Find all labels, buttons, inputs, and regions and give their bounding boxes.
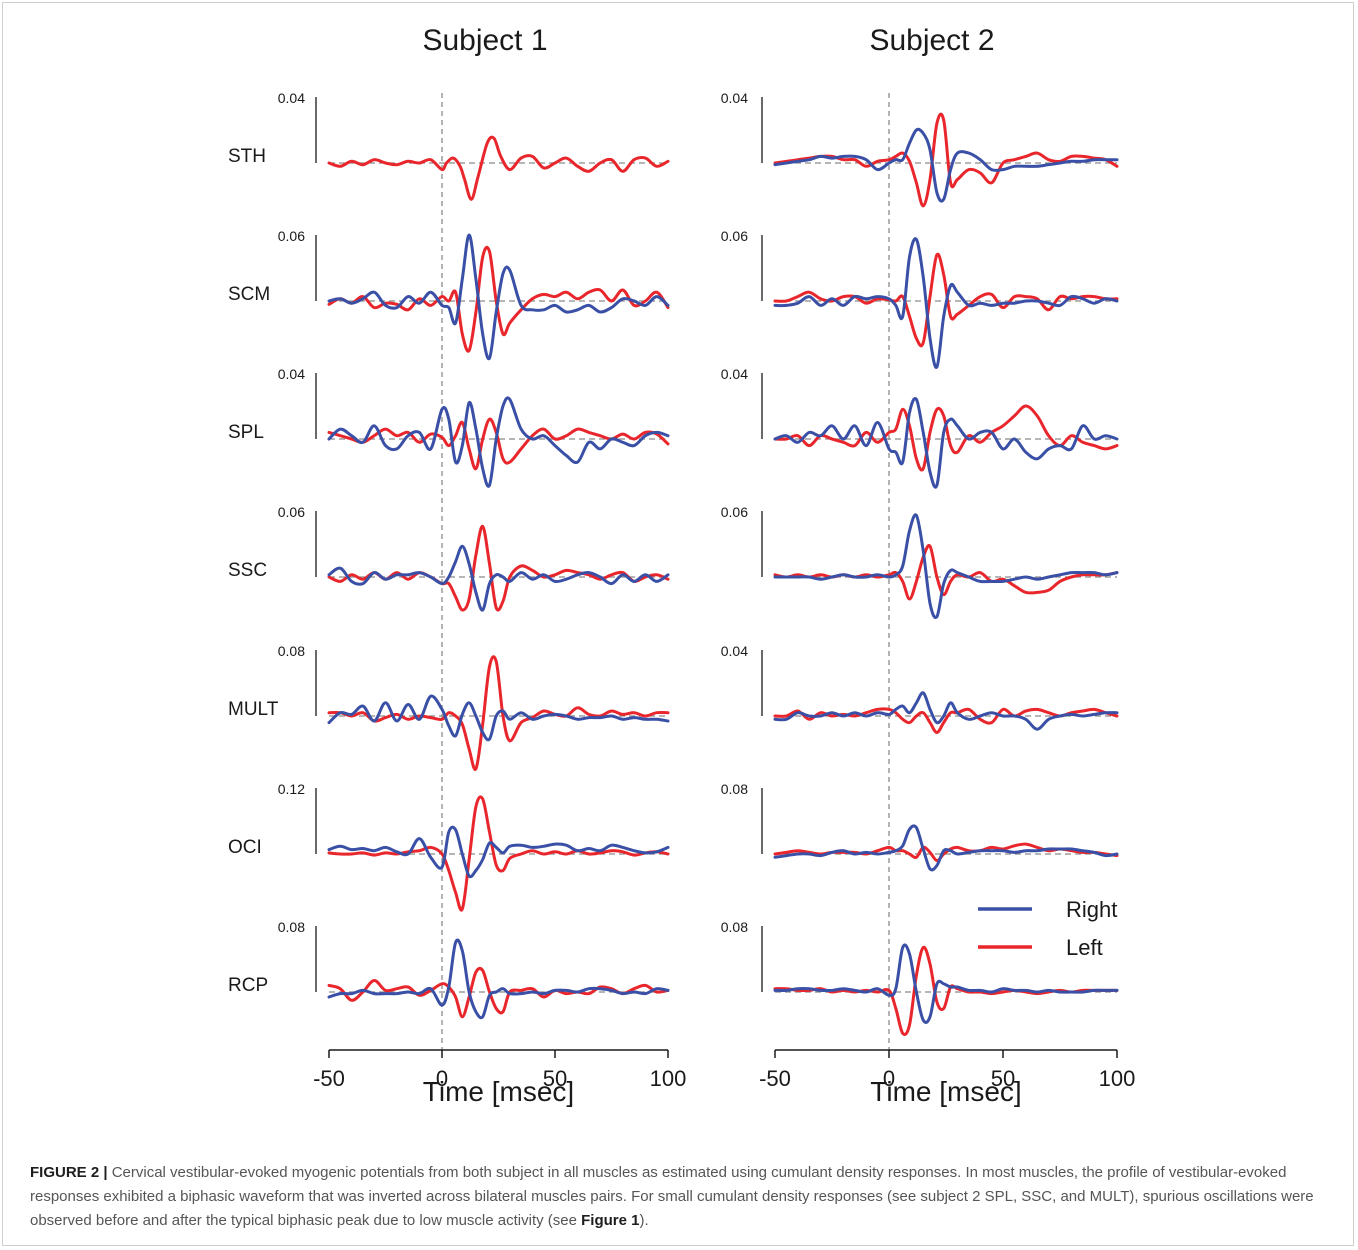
x-axis-label: Time [msec] [870,1076,1021,1107]
trace-row-spl: 0.04 SPL [228,366,670,488]
muscle-label: SPL [228,422,264,443]
series-line-right [327,396,670,488]
panel-subject-2: Subject 2 0.04 0.06 0.04 0.06 0.04 0.08 0.08 -50… [721,24,1136,1107]
scale-value-label: 0.12 [278,781,305,797]
scale-value-label: 0.04 [721,643,748,659]
scale-value-label: 0.08 [721,781,748,797]
scale-value-label: 0.04 [721,90,748,106]
trace-row-ssc: 0.06 SSC [228,504,670,612]
muscle-label: STH [228,146,266,167]
scale-value-label: 0.08 [278,919,305,935]
series-line-left [773,404,1119,472]
series-line-left [327,417,670,471]
trace-row-sth: 0.04 STH [228,90,670,201]
series-line-right [327,938,670,1020]
trace-row-rcp: 0.08 RCP [228,919,670,1020]
legend-label-left: Left [1066,935,1103,960]
series-line-left [773,842,1119,863]
series-line-right [773,397,1119,489]
panel-title: Subject 1 [422,24,547,57]
caption-text-1: Cervical vestibular-evoked myogenic pote… [30,1164,1314,1229]
series-line-right [327,694,670,742]
series-line-left [327,135,670,201]
series-line-right [327,825,670,879]
scale-value-label: 0.04 [721,366,748,382]
series-line-left [327,795,670,912]
muscle-label: RCP [228,975,268,996]
x-tick-label: 100 [1099,1066,1136,1091]
trace-row-sth: 0.04 [721,90,1119,208]
series-line-left [327,524,670,612]
caption-label: FIGURE 2 | [30,1164,108,1181]
scale-value-label: 0.04 [278,366,305,382]
trace-row-oci: 0.08 [721,781,1119,872]
scale-value-label: 0.08 [721,919,748,935]
trace-row-mult: 0.04 [721,643,1119,734]
scale-value-label: 0.06 [278,504,305,520]
caption-figure-ref: Figure 1 [581,1212,640,1229]
caption-text-2: ). [639,1212,649,1229]
trace-row-oci: 0.12 OCI [228,781,670,912]
panel-subject-1: Subject 10.04STH0.06SCM0.04SPL0.06SSC0.0… [228,24,686,1107]
scale-value-label: 0.06 [721,504,748,520]
series-line-left [327,245,670,353]
series-line-right [773,127,1119,203]
panel-title: Subject 2 [869,24,994,57]
trace-row-scm: 0.06 [721,228,1119,369]
series-line-left [773,112,1119,208]
muscle-label: SSC [228,560,267,581]
series-line-right [773,237,1119,369]
x-tick-label: 0 [883,1066,895,1091]
series-line-right [773,943,1119,1024]
series-line-left [327,966,670,1019]
x-axis: -50 0 50 100 Time [msec] [313,1049,687,1107]
series-line-right [773,513,1119,619]
muscle-label: OCI [228,837,262,858]
x-tick-label: -50 [313,1066,345,1091]
trace-row-ssc: 0.06 [721,504,1119,619]
x-axis-label: Time [msec] [423,1076,574,1107]
series-line-right [327,544,670,612]
muscle-label: MULT [228,699,279,720]
x-tick-label: 50 [991,1066,1015,1091]
trace-row-scm: 0.06 SCM [228,228,670,361]
muscle-label: SCM [228,284,270,305]
scale-value-label: 0.04 [278,90,305,106]
x-tick-label: -50 [759,1066,791,1091]
series-line-left [773,252,1119,348]
trace-row-mult: 0.08 MULT [228,643,670,771]
x-axis: -50 0 50 100 Time [msec] [759,1049,1136,1107]
series-line-right [327,233,670,361]
x-tick-label: 100 [650,1066,687,1091]
legend-label-right: Right [1066,897,1117,922]
trace-row-rcp: 0.08 [721,919,1119,1036]
series-line-right [773,824,1119,872]
series-line-right [773,691,1119,731]
x-tick-label: 0 [436,1066,448,1091]
figure-chart: Subject 10.04STH0.06SCM0.04SPL0.06SSC0.0… [228,24,1136,1107]
scale-value-label: 0.08 [278,643,305,659]
x-tick-label: 50 [543,1066,567,1091]
figure-caption: FIGURE 2 | Cervical vestibular-evoked my… [30,1161,1328,1233]
trace-row-spl: 0.04 [721,366,1119,489]
scale-value-label: 0.06 [278,228,305,244]
legend: Right Left [978,897,1117,960]
scale-value-label: 0.06 [721,228,748,244]
